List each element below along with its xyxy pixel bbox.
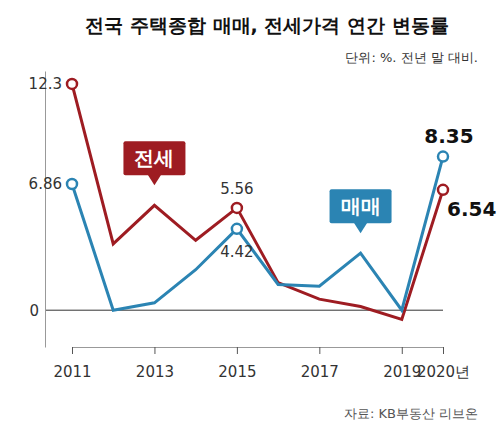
x-tick-mark: [443, 347, 444, 354]
data-label: 4.42: [220, 243, 253, 261]
marker: [67, 179, 77, 189]
data-label: 12.3: [29, 75, 62, 93]
x-axis-line: [73, 347, 444, 348]
x-axis: 2011 2013 2015 2017 20192020년: [53, 347, 470, 381]
legend-label: 전세: [134, 146, 174, 170]
legend-pointer: [354, 222, 368, 233]
legend-box: [330, 189, 392, 223]
source: 자료: KB부동산 리브온: [344, 406, 478, 421]
x-tick: 2019: [383, 347, 421, 381]
x-tick: 2015: [218, 347, 256, 381]
x-tick-mark: [319, 347, 320, 354]
legend-callout: 매매: [330, 189, 392, 233]
x-tick-mark: [237, 347, 238, 354]
title: 전국 주택종합 매매, 전세가격 연간 변동률: [85, 14, 448, 36]
data-label: 5.56: [220, 180, 253, 198]
series-line: [72, 157, 443, 311]
x-tick-label: 2015: [218, 363, 256, 381]
series-line: [72, 84, 443, 320]
x-tick: 2017: [301, 347, 339, 381]
marker: [232, 224, 242, 234]
marker: [438, 152, 448, 162]
x-tick: 2013: [136, 347, 174, 381]
x-tick-label: 2017: [301, 363, 339, 381]
labels: 12.3 5.56 6.54 6.86 4.42 8.35: [29, 75, 497, 261]
x-tick-label: 2011: [53, 363, 91, 381]
x-tick-mark: [402, 347, 403, 354]
data-label: 8.35: [424, 124, 473, 148]
y-tick-label: 0: [29, 302, 39, 320]
subtitle: 단위: %. 전년 말 대비.: [345, 50, 478, 65]
data-label: 6.86: [29, 175, 62, 193]
y-axis-line: [45, 72, 46, 348]
x-tick-mark: [154, 347, 155, 354]
data-label: 6.54: [447, 197, 496, 221]
marker: [438, 185, 448, 195]
y-axis: 0: [29, 72, 45, 348]
x-tick-label: 2019: [383, 363, 421, 381]
grid-line: [45, 310, 443, 311]
marker: [67, 79, 77, 89]
x-tick-label: 2013: [136, 363, 174, 381]
x-tick: 2011: [53, 347, 91, 381]
legend-pointer: [147, 174, 161, 185]
grid: [45, 310, 443, 311]
plot-area: [67, 79, 448, 320]
legend-label: 매매: [341, 194, 381, 218]
x-tick-mark: [72, 347, 73, 354]
chart: 전국 주택종합 매매, 전세가격 연간 변동률단위: %. 전년 말 대비. 자료…: [0, 0, 500, 431]
legend-box: [123, 141, 185, 175]
x-tick: 2020년: [417, 347, 470, 381]
y-tick: 0: [29, 302, 45, 320]
legend-callout: 전세: [123, 141, 185, 185]
x-tick-label: 2020년: [417, 363, 470, 381]
marker: [232, 203, 242, 213]
